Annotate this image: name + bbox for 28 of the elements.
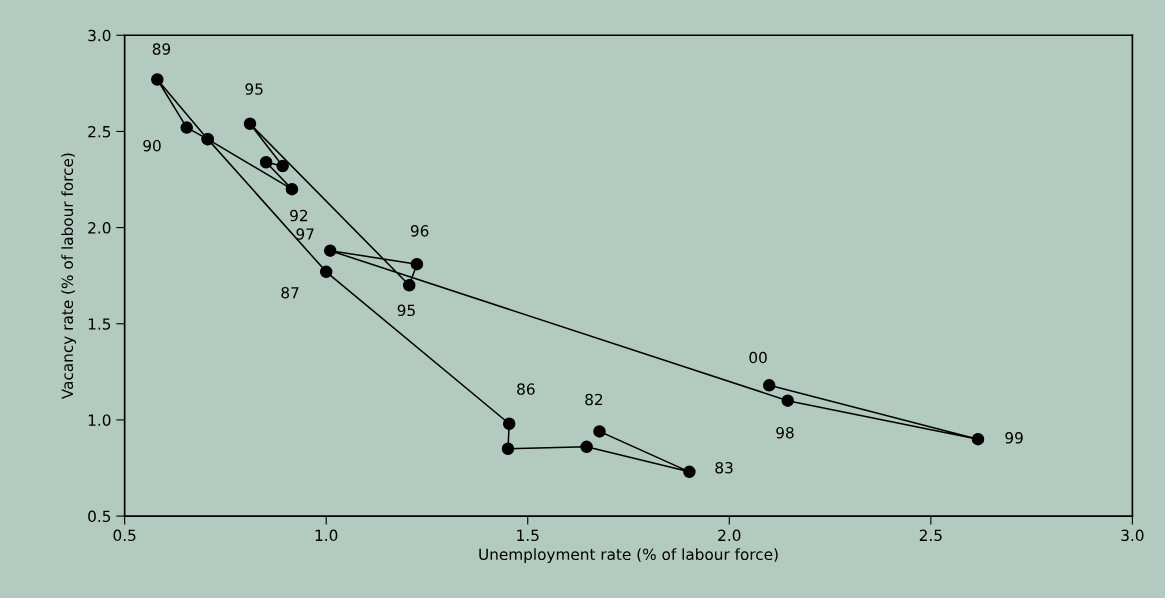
annotation: 82 — [585, 393, 603, 406]
y-tick-label: 3.0 — [88, 29, 111, 42]
y-tick-label: 1.5 — [88, 318, 111, 330]
annotation: 00 — [749, 351, 767, 364]
x-tick-label: 3.0 — [1121, 529, 1144, 542]
annotation: 95 — [397, 304, 415, 317]
y-tick-label: 2.5 — [88, 125, 111, 138]
annotation: 98 — [776, 426, 794, 439]
x-tick-label: 1.5 — [517, 529, 539, 542]
annotation: 89 — [152, 43, 171, 55]
annotation: 99 — [1005, 432, 1023, 444]
annotation: 86 — [517, 383, 535, 395]
y-axis-title: Vacancy rate (% of labour force) — [61, 153, 77, 400]
annotation: 97 — [296, 228, 314, 240]
x-axis-title: Unemployment rate (% of labour force) — [479, 548, 778, 564]
annotation: 90 — [143, 139, 161, 152]
y-tick-label: 1.0 — [88, 414, 111, 426]
y-tick-label: 2.0 — [88, 222, 111, 234]
x-tick-label: 0.5 — [113, 529, 136, 542]
annotation: 95 — [245, 83, 263, 95]
x-tick-label: 2.5 — [919, 529, 942, 542]
y-tick-label: 0.5 — [88, 510, 111, 523]
annotation: 96 — [410, 225, 429, 237]
x-tick-label: 1.0 — [315, 529, 338, 542]
annotation: 83 — [715, 461, 733, 474]
x-tick-label: 2.0 — [718, 529, 741, 542]
annotation: 92 — [290, 209, 308, 222]
annotation: 87 — [281, 286, 299, 299]
